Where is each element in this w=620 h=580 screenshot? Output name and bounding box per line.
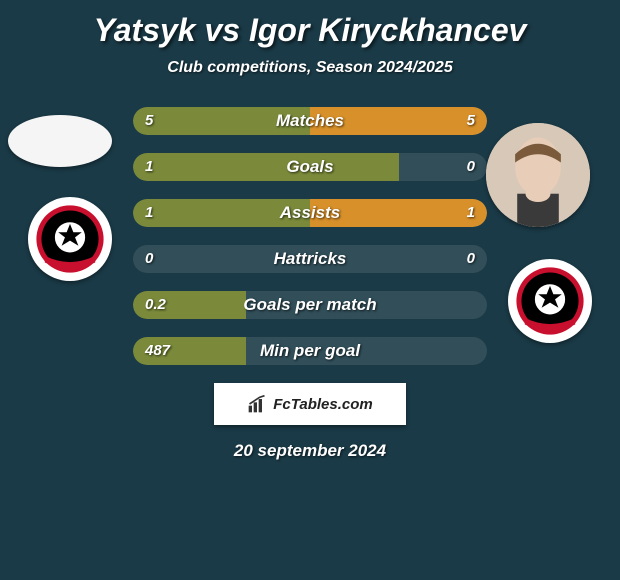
stats-area: 55Matches 10Goals 11Assists 00Hattricks 0.2G… bbox=[0, 107, 620, 461]
player-left-avatar bbox=[8, 115, 112, 167]
comparison-subtitle: Club competitions, Season 2024/2025 bbox=[0, 59, 620, 77]
comparison-date: 20 september 2024 bbox=[0, 441, 620, 461]
stat-row: 487Min per goal bbox=[133, 337, 487, 365]
team-right-logo-icon bbox=[508, 259, 592, 343]
stat-row: 55Matches bbox=[133, 107, 487, 135]
stat-row: 00Hattricks bbox=[133, 245, 487, 273]
stat-label: Assists bbox=[133, 199, 487, 227]
comparison-title: Yatsyk vs Igor Kiryckhancev bbox=[0, 0, 620, 49]
stat-row: 10Goals bbox=[133, 153, 487, 181]
player-right-face-icon bbox=[486, 123, 590, 227]
fctables-logo-icon bbox=[247, 394, 267, 414]
stat-row: 0.2Goals per match bbox=[133, 291, 487, 319]
stat-label: Matches bbox=[133, 107, 487, 135]
player-right-avatar bbox=[486, 123, 590, 227]
team-left-badge bbox=[28, 197, 112, 281]
team-right-badge bbox=[508, 259, 592, 343]
source-badge-label: FcTables.com bbox=[273, 396, 372, 413]
stat-rows: 55Matches 10Goals 11Assists 00Hattricks 0.2G… bbox=[133, 107, 487, 365]
stat-label: Goals bbox=[133, 153, 487, 181]
team-left-logo-icon bbox=[28, 197, 112, 281]
source-badge: FcTables.com bbox=[214, 383, 406, 425]
stat-row: 11Assists bbox=[133, 199, 487, 227]
stat-label: Hattricks bbox=[133, 245, 487, 273]
stat-label: Goals per match bbox=[133, 291, 487, 319]
stat-label: Min per goal bbox=[133, 337, 487, 365]
